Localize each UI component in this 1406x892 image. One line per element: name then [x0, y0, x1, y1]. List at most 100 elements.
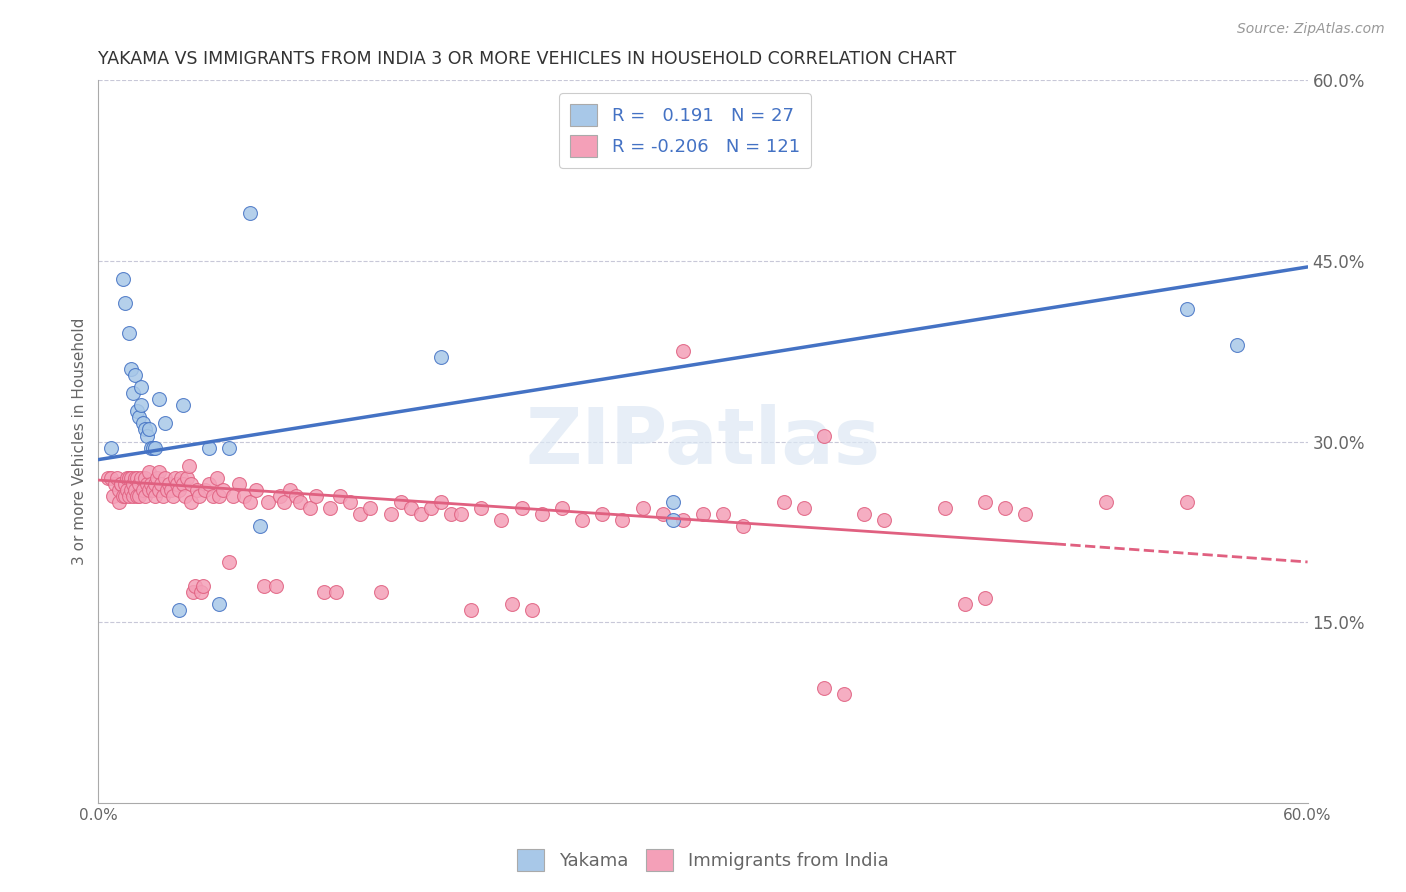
- Point: [974, 494, 997, 508]
- Point: [661, 494, 683, 508]
- Point: [1175, 301, 1198, 317]
- Point: [120, 470, 142, 484]
- Point: [121, 489, 143, 503]
- Point: [143, 476, 166, 491]
- Point: [460, 603, 482, 617]
- Point: [520, 603, 543, 617]
- Point: [170, 470, 193, 484]
- Point: [138, 422, 160, 436]
- Point: [135, 428, 157, 442]
- Point: [934, 500, 956, 515]
- Point: [672, 513, 695, 527]
- Point: [793, 500, 815, 515]
- Point: [288, 494, 311, 508]
- Point: [325, 585, 347, 599]
- Point: [186, 483, 208, 497]
- Point: [339, 494, 361, 508]
- Point: [239, 205, 262, 219]
- Point: [180, 494, 202, 508]
- Point: [125, 470, 148, 484]
- Point: [181, 585, 204, 599]
- Point: [1175, 494, 1198, 508]
- Point: [142, 441, 165, 455]
- Point: [128, 410, 150, 425]
- Point: [132, 417, 155, 431]
- Point: [207, 470, 229, 484]
- Point: [370, 585, 392, 599]
- Point: [148, 483, 170, 497]
- Point: [134, 470, 156, 484]
- Point: [120, 483, 142, 497]
- Point: [125, 489, 148, 503]
- Point: [129, 380, 152, 394]
- Point: [314, 585, 336, 599]
- Legend: R =   0.191   N = 27, R = -0.206   N = 121: R = 0.191 N = 27, R = -0.206 N = 121: [560, 93, 810, 168]
- Point: [138, 465, 160, 479]
- Point: [135, 476, 157, 491]
- Point: [114, 296, 136, 310]
- Point: [139, 441, 162, 455]
- Text: Source: ZipAtlas.com: Source: ZipAtlas.com: [1237, 22, 1385, 37]
- Point: [194, 483, 217, 497]
- Point: [180, 476, 202, 491]
- Point: [832, 687, 855, 701]
- Point: [1095, 494, 1118, 508]
- Point: [101, 489, 124, 503]
- Point: [994, 500, 1017, 515]
- Point: [212, 483, 235, 497]
- Point: [138, 483, 160, 497]
- Point: [813, 428, 835, 442]
- Point: [188, 489, 211, 503]
- Point: [174, 489, 197, 503]
- Point: [111, 272, 134, 286]
- Point: [129, 470, 152, 484]
- Point: [97, 470, 120, 484]
- Point: [813, 681, 835, 696]
- Point: [661, 513, 683, 527]
- Point: [148, 392, 170, 407]
- Point: [772, 494, 794, 508]
- Point: [1014, 507, 1036, 521]
- Point: [146, 470, 169, 484]
- Point: [232, 489, 254, 503]
- Point: [107, 494, 129, 508]
- Point: [167, 483, 190, 497]
- Text: ZIPatlas: ZIPatlas: [526, 403, 880, 480]
- Point: [149, 476, 172, 491]
- Point: [264, 579, 287, 593]
- Point: [103, 476, 125, 491]
- Point: [167, 603, 190, 617]
- Point: [853, 507, 876, 521]
- Point: [134, 422, 156, 436]
- Point: [120, 362, 142, 376]
- Point: [612, 513, 634, 527]
- Text: YAKAMA VS IMMIGRANTS FROM INDIA 3 OR MORE VEHICLES IN HOUSEHOLD CORRELATION CHAR: YAKAMA VS IMMIGRANTS FROM INDIA 3 OR MOR…: [98, 50, 956, 68]
- Point: [100, 470, 122, 484]
- Point: [501, 597, 523, 611]
- Point: [118, 489, 141, 503]
- Point: [256, 494, 278, 508]
- Point: [107, 483, 129, 497]
- Point: [157, 476, 180, 491]
- Point: [124, 470, 146, 484]
- Point: [134, 489, 156, 503]
- Point: [380, 507, 402, 521]
- Point: [193, 579, 215, 593]
- Point: [125, 404, 148, 418]
- Point: [118, 326, 141, 340]
- Point: [218, 555, 240, 569]
- Point: [179, 458, 201, 473]
- Point: [162, 489, 184, 503]
- Point: [530, 507, 553, 521]
- Point: [440, 507, 463, 521]
- Point: [551, 500, 574, 515]
- Point: [399, 500, 422, 515]
- Point: [692, 507, 714, 521]
- Point: [105, 470, 128, 484]
- Point: [228, 476, 250, 491]
- Point: [208, 489, 231, 503]
- Point: [198, 441, 221, 455]
- Point: [121, 476, 143, 491]
- Point: [218, 441, 240, 455]
- Point: [114, 476, 136, 491]
